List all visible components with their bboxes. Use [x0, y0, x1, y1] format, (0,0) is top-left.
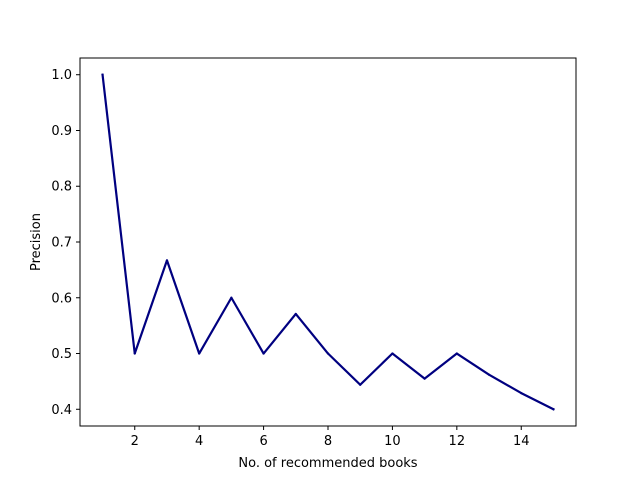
y-axis: 0.4 0.5 0.6 0.7 0.8 0.9 1.0: [51, 68, 80, 418]
x-axis: 2 4 6 8 10 12 14: [131, 426, 530, 449]
data-point: [133, 352, 136, 355]
data-point: [487, 373, 491, 376]
x-tick-label: 10: [384, 434, 401, 449]
x-tick-label: 12: [449, 434, 466, 449]
data-points: [101, 73, 555, 411]
data-point: [165, 259, 169, 262]
y-tick-label: 0.5: [51, 347, 72, 362]
x-tick-label: 6: [259, 434, 267, 449]
y-axis-title: Precision: [29, 213, 44, 271]
y-tick-label: 0.7: [51, 236, 72, 251]
plot-frame: [79, 57, 577, 427]
data-point: [262, 352, 265, 355]
x-tick-label: 14: [513, 434, 530, 449]
data-point: [198, 352, 201, 355]
data-point: [230, 296, 233, 299]
data-point: [552, 408, 555, 411]
data-point: [101, 73, 104, 76]
x-tick-label: 2: [131, 434, 139, 449]
y-tick-label: 0.9: [51, 124, 72, 139]
y-tick-label: 1.0: [51, 68, 72, 83]
x-axis-title: No. of recommended books: [238, 456, 417, 471]
data-point: [326, 352, 330, 355]
plot-area: [79, 57, 577, 427]
precision-series-line: [101, 73, 555, 411]
x-tick-label: 8: [324, 434, 332, 449]
data-point: [423, 377, 426, 380]
data-point: [391, 352, 394, 355]
y-tick-label: 0.8: [51, 180, 72, 195]
x-tick-label: 4: [195, 434, 203, 449]
y-tick-label: 0.6: [51, 291, 72, 306]
data-point: [294, 312, 297, 316]
y-tick-label: 0.4: [51, 403, 72, 418]
data-point: [455, 352, 458, 355]
data-point: [359, 383, 362, 386]
data-point: [520, 392, 523, 395]
